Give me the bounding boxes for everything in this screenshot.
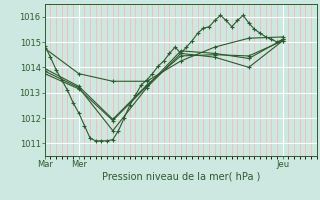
X-axis label: Pression niveau de la mer( hPa ): Pression niveau de la mer( hPa ) (102, 172, 260, 182)
